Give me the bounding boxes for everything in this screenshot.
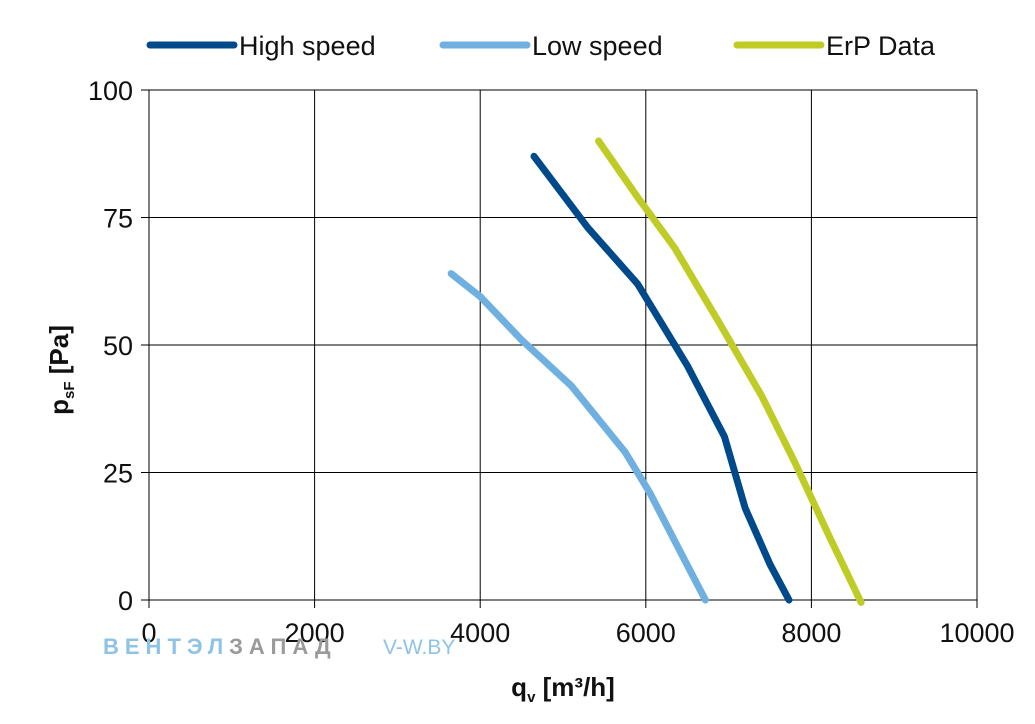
x-tick-label: 6000 [616, 618, 676, 648]
y-tick-label: 50 [103, 331, 133, 361]
legend-label-1: Low speed [532, 31, 663, 61]
watermark-url: V-W.BY [383, 636, 455, 659]
watermark-part2: ЗАПАД [229, 634, 337, 659]
series-line-1 [447, 270, 709, 604]
y-axis-title: psF [Pa] [44, 325, 78, 415]
legend-label-0: High speed [239, 31, 376, 61]
watermark: ВЕНТЭЛЗАПАД [103, 634, 337, 659]
series-line-2 [595, 137, 865, 606]
x-tick-label: 10000 [939, 618, 1014, 648]
watermark-part1: ВЕНТЭЛ [103, 634, 229, 659]
legend: High speed Low speed ErP Data [146, 31, 936, 61]
grid [141, 89, 978, 608]
y-tick-label: 25 [103, 459, 133, 489]
x-tick-label: 0 [141, 618, 156, 648]
y-tick-label: 100 [88, 76, 133, 106]
x-tick-label: 4000 [450, 618, 510, 648]
x-tick-label: 2000 [285, 618, 345, 648]
x-tick-label: 8000 [781, 618, 841, 648]
series-line-0 [530, 152, 793, 604]
series-lines [447, 137, 865, 606]
tick-labels: 0 2000 4000 6000 8000 10000 0 25 50 75 100 [88, 76, 1015, 648]
x-axis-title: qv [m³/h] [511, 672, 615, 706]
watermark-part3: V-W.BY [383, 636, 455, 659]
y-tick-label: 0 [118, 586, 133, 616]
y-tick-label: 75 [103, 204, 133, 234]
legend-label-2: ErP Data [826, 31, 936, 61]
